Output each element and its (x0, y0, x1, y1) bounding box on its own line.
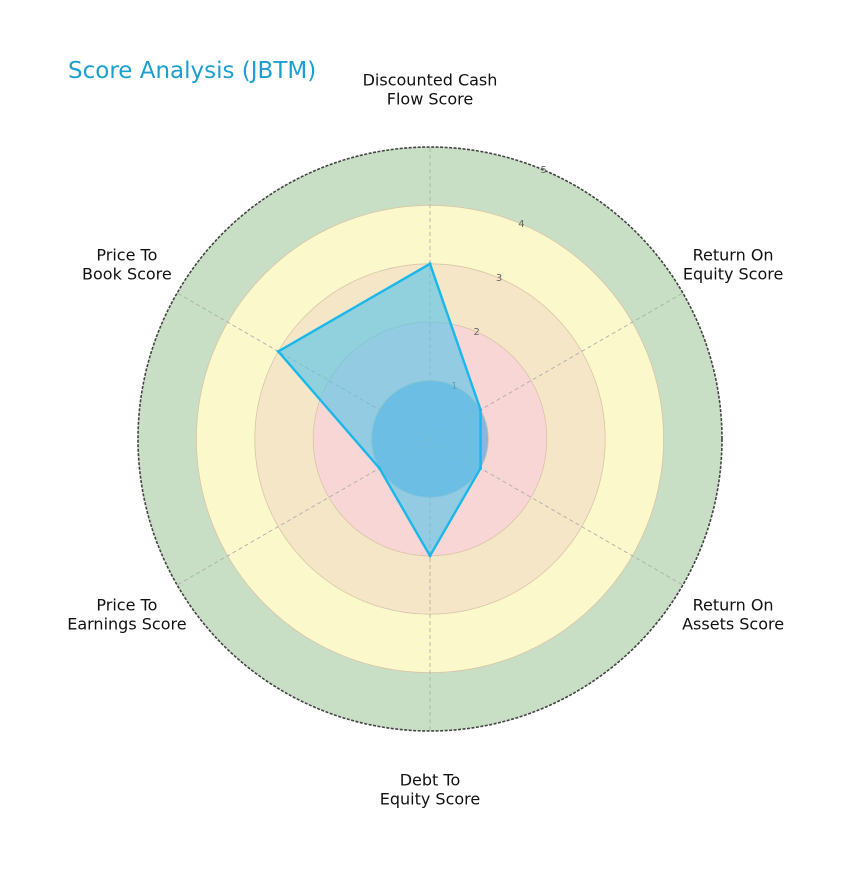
r-tick-label: 4 (518, 219, 524, 230)
axis-label-1: Return On Equity Score (683, 246, 784, 284)
axis-label-3: Debt To Equity Score (380, 771, 481, 809)
r-tick-label: 2 (474, 327, 480, 338)
data-point-4 (377, 466, 381, 470)
r-tick-label: 3 (496, 273, 502, 284)
axis-label-5: Price To Book Score (82, 246, 172, 284)
r-tick-label: 5 (541, 165, 547, 176)
data-point-2 (479, 466, 483, 470)
outer-ring (137, 146, 723, 732)
chart-title: Score Analysis (JBTM) (68, 58, 317, 84)
data-point-1 (479, 408, 483, 412)
axis-label-0: Discounted Cash Flow Score (363, 71, 498, 109)
axis-label-4: Price To Earnings Score (67, 596, 186, 634)
data-point-5 (276, 349, 280, 353)
axis-label-2: Return On Assets Score (682, 596, 784, 634)
data-point-0 (428, 262, 432, 266)
data-point-3 (428, 554, 432, 558)
